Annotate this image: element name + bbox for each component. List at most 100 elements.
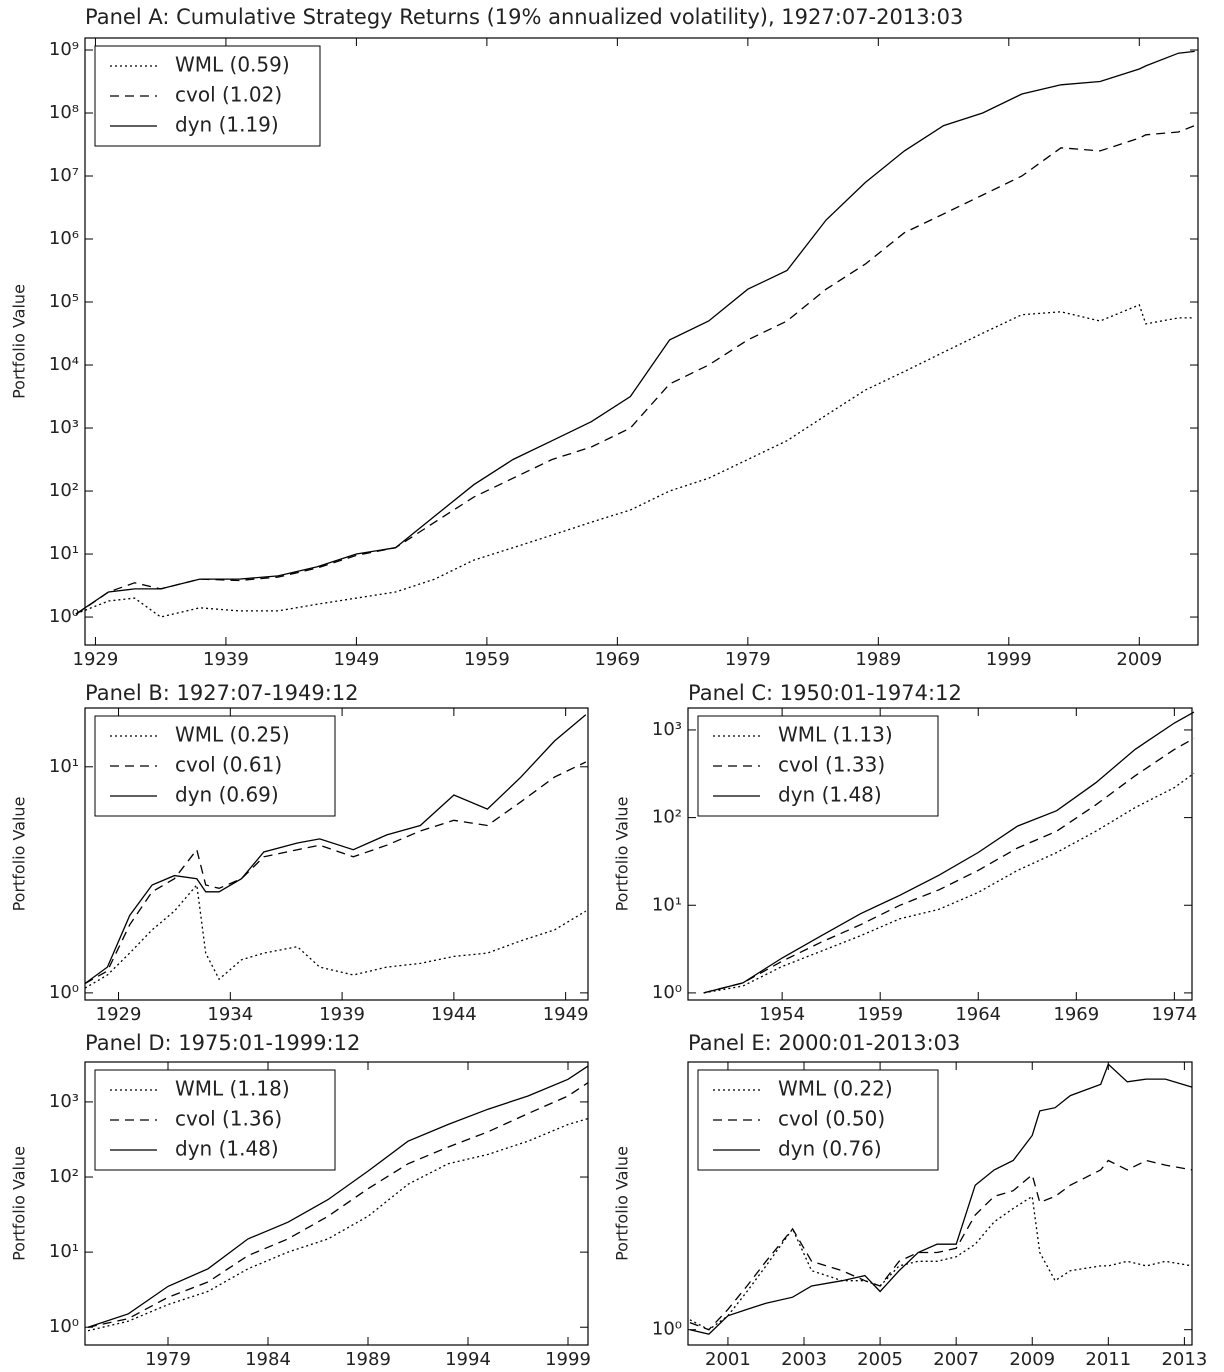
x-tick-label: 1929 — [73, 649, 119, 670]
plot-frame — [687, 1061, 1193, 1346]
legend-label: dyn (1.48) — [778, 783, 882, 807]
legend-label: cvol (1.02) — [175, 83, 282, 107]
legend-label: WML (0.22) — [778, 1077, 893, 1101]
x-tick-label: 1999 — [545, 1349, 591, 1370]
series-line — [703, 737, 1195, 994]
legend-box — [94, 715, 336, 817]
y-tick-label: 10⁰ — [652, 982, 682, 1003]
y-tick-label: 10⁶ — [49, 228, 79, 249]
y-axis-label: Portfolio Value — [10, 797, 29, 912]
series-line — [689, 1159, 1193, 1331]
x-tick-label: 1939 — [203, 649, 249, 670]
x-tick-label: 1999 — [986, 649, 1032, 670]
y-tick-label: 10¹ — [49, 756, 79, 777]
panel: Panel D: 1975:01-1999:12 Portfolio Value 1… — [10, 1031, 591, 1370]
x-tick-label: 2005 — [857, 1349, 903, 1370]
x-tick-label: 1959 — [857, 1004, 903, 1025]
legend-label: cvol (0.61) — [175, 753, 282, 777]
series-line — [703, 772, 1195, 994]
series-line — [84, 761, 587, 985]
legend-box — [94, 1069, 336, 1171]
panel: Panel B: 1927:07-1949:12 Portfolio Value 1… — [10, 681, 589, 1025]
y-tick-label: 10⁹ — [49, 39, 79, 60]
x-tick-label: 2007 — [933, 1349, 979, 1370]
legend-box — [697, 715, 939, 817]
x-tick-label: 1949 — [543, 1004, 589, 1025]
series-line — [703, 711, 1195, 994]
panel: Panel C: 1950:01-1974:12 Portfolio Value 1… — [613, 681, 1198, 1025]
legend-label: dyn (1.19) — [175, 113, 279, 137]
series-line — [75, 50, 1195, 615]
x-tick-label: 1964 — [955, 1004, 1001, 1025]
plot-frame — [84, 37, 1199, 646]
legend-box — [697, 1069, 939, 1171]
series-line — [75, 304, 1195, 618]
x-tick-label: 1954 — [759, 1004, 805, 1025]
panel-title: Panel B: 1927:07-1949:12 — [85, 681, 359, 705]
y-tick-label: 10⁷ — [49, 165, 79, 186]
x-tick-label: 1929 — [96, 1004, 142, 1025]
series-line — [84, 714, 587, 985]
y-tick-label: 10⁰ — [49, 1316, 79, 1337]
y-tick-label: 10² — [49, 1166, 79, 1187]
legend-label: WML (0.25) — [175, 723, 290, 747]
legend-label: dyn (1.48) — [175, 1137, 279, 1161]
plot-frame — [84, 707, 589, 1001]
y-tick-label: 10⁵ — [49, 291, 79, 312]
y-axis-label: Portfolio Value — [613, 1146, 632, 1261]
panel: Panel A: Cumulative Strategy Returns (19… — [10, 5, 1199, 670]
x-tick-label: 2009 — [1116, 649, 1162, 670]
legend-label: dyn (0.76) — [778, 1137, 882, 1161]
plot-frame — [84, 1061, 589, 1346]
x-tick-label: 1974 — [1151, 1004, 1197, 1025]
x-tick-label: 2003 — [781, 1349, 827, 1370]
series-line — [87, 1082, 589, 1328]
panel-title: Panel A: Cumulative Strategy Returns (19… — [85, 5, 963, 29]
x-tick-label: 2013 — [1161, 1349, 1207, 1370]
y-axis-label: Portfolio Value — [10, 284, 29, 399]
y-tick-label: 10⁴ — [49, 354, 79, 375]
legend-label: dyn (0.69) — [175, 783, 279, 807]
legend-label: cvol (0.50) — [778, 1107, 885, 1131]
series-line — [84, 883, 587, 989]
y-tick-label: 10⁸ — [49, 102, 79, 123]
series-line — [87, 1065, 589, 1328]
x-tick-label: 1989 — [345, 1349, 391, 1370]
x-tick-label: 1969 — [594, 649, 640, 670]
y-tick-label: 10³ — [49, 1091, 79, 1112]
series-line — [689, 1195, 1193, 1331]
panel-title: Panel D: 1975:01-1999:12 — [85, 1031, 360, 1055]
y-tick-label: 10¹ — [49, 543, 79, 564]
legend-label: cvol (1.33) — [778, 753, 885, 777]
legend-label: cvol (1.36) — [175, 1107, 282, 1131]
x-tick-label: 1979 — [725, 649, 771, 670]
x-tick-label: 2011 — [1085, 1349, 1131, 1370]
series-line — [87, 1117, 589, 1332]
y-axis-label: Portfolio Value — [613, 797, 632, 912]
x-tick-label: 1959 — [464, 649, 510, 670]
x-tick-label: 1934 — [207, 1004, 253, 1025]
legend-label: WML (1.18) — [175, 1077, 290, 1101]
y-tick-label: 10⁰ — [49, 606, 79, 627]
x-tick-label: 1949 — [333, 649, 379, 670]
y-tick-label: 10² — [652, 807, 682, 828]
y-axis-label: Portfolio Value — [10, 1146, 29, 1261]
x-tick-label: 1984 — [245, 1349, 291, 1370]
plot-frame — [687, 707, 1193, 1001]
x-tick-label: 2009 — [1009, 1349, 1055, 1370]
y-tick-label: 10³ — [49, 417, 79, 438]
legend-label: WML (1.13) — [778, 723, 893, 747]
y-tick-label: 10³ — [652, 719, 682, 740]
series-line — [689, 1063, 1193, 1335]
x-tick-label: 1969 — [1053, 1004, 1099, 1025]
x-tick-label: 1939 — [319, 1004, 365, 1025]
panel: Panel E: 2000:01-2013:03 Portfolio Value 1… — [613, 1031, 1208, 1370]
x-tick-label: 1979 — [145, 1349, 191, 1370]
x-tick-label: 1989 — [855, 649, 901, 670]
x-tick-label: 2001 — [705, 1349, 751, 1370]
panel-title: Panel C: 1950:01-1974:12 — [688, 681, 962, 705]
y-tick-label: 10¹ — [652, 894, 682, 915]
x-tick-label: 1944 — [431, 1004, 477, 1025]
panel-title: Panel E: 2000:01-2013:03 — [688, 1031, 960, 1055]
